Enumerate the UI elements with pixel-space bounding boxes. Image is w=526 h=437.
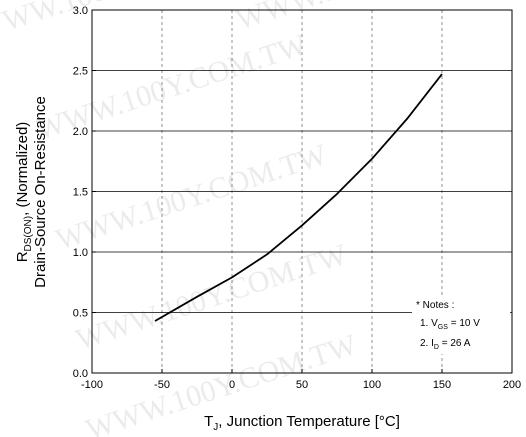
series-layer bbox=[154, 73, 443, 322]
y-tick-label: 1.0 bbox=[73, 247, 88, 259]
x-tick-label: 0 bbox=[229, 379, 235, 391]
watermark-text: WWW.100Y.COM.TW bbox=[0, 0, 251, 47]
note-vgs: 1. VGS = 10 V bbox=[420, 318, 480, 331]
y-tick-label: 0.0 bbox=[73, 368, 88, 380]
x-axis-title: TJ, Junction Temperature [°C] bbox=[204, 413, 400, 433]
notes-header: * Notes : bbox=[416, 300, 454, 311]
x-tick-label: -50 bbox=[154, 379, 170, 391]
tick-labels: -100 -50 0 50 100 150 200 0.0 0.5 1.0 1.5 2.0 2.5 3.0 bbox=[73, 5, 521, 391]
y-tick-label: 0.5 bbox=[73, 308, 88, 320]
y-axis-title: RDS(ON), (Normalized) Drain-Source On-Re… bbox=[14, 96, 49, 288]
x-tick-label: 100 bbox=[363, 379, 381, 391]
y-tick-label: 2.5 bbox=[73, 66, 88, 78]
series-line bbox=[154, 73, 443, 322]
x-tick-label: 200 bbox=[503, 379, 521, 391]
y-tick-label: 3.0 bbox=[73, 5, 88, 17]
x-tick-label: 50 bbox=[296, 379, 308, 391]
y-axis-title-line1: RDS(ON), (Normalized) bbox=[14, 122, 34, 263]
watermark-text: WWW.100Y.COM.TW bbox=[52, 138, 332, 257]
x-tick-label: 150 bbox=[433, 379, 451, 391]
y-tick-label: 2.0 bbox=[73, 126, 88, 138]
x-tick-label: -100 bbox=[81, 379, 103, 391]
notes-background bbox=[412, 296, 510, 354]
watermark-text: WWW.100Y.COM.TW bbox=[72, 238, 352, 357]
note-id: 2. ID = 26 A bbox=[420, 338, 471, 351]
notes-box: * Notes : 1. VGS = 10 V 2. ID = 26 A bbox=[412, 296, 510, 354]
y-tick-label: 1.5 bbox=[73, 187, 88, 199]
y-axis-title-line2: Drain-Source On-Resistance bbox=[32, 96, 49, 288]
